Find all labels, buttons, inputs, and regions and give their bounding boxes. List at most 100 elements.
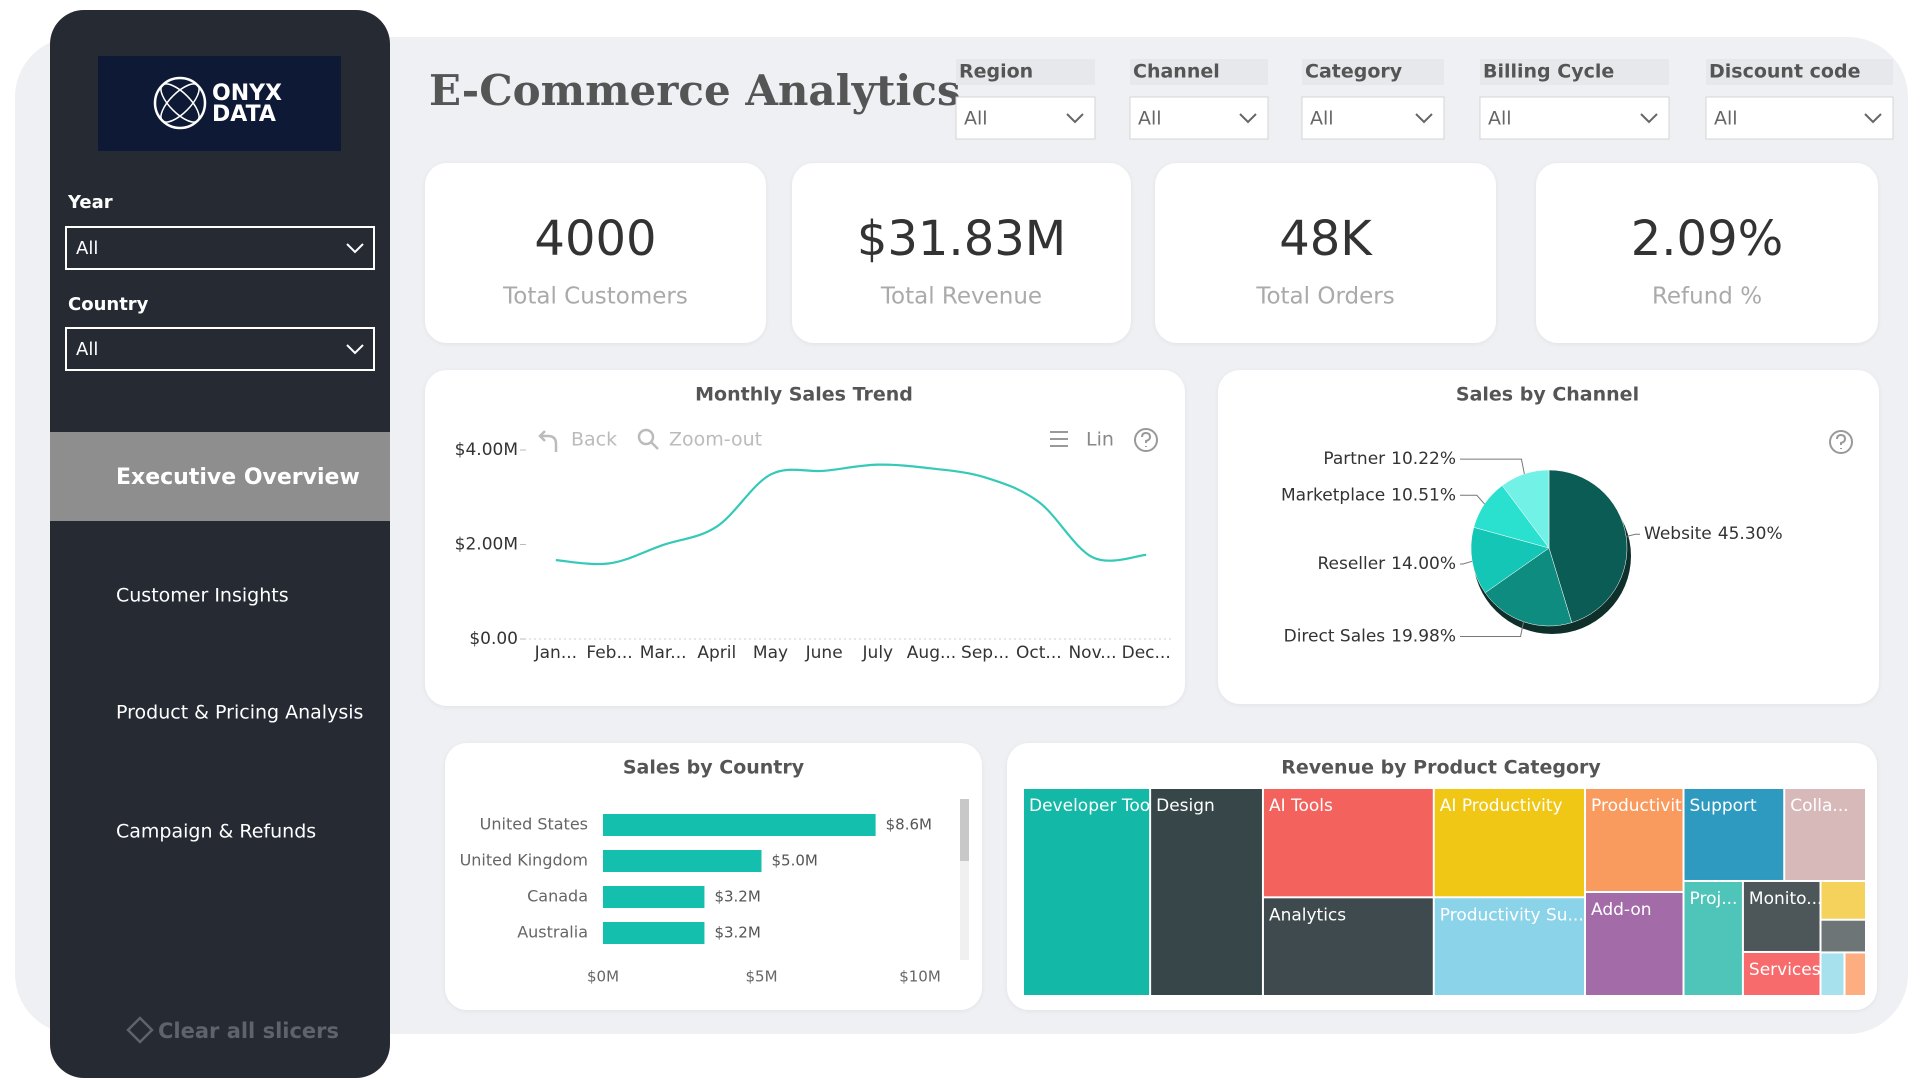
filter-label-bg <box>956 59 1095 85</box>
chart-title: Monthly Sales Trend <box>695 384 913 406</box>
toolbar-button[interactable]: Lin <box>1086 429 1114 451</box>
x-tick-label: Aug... <box>907 643 956 663</box>
slice-name: Partner <box>1323 449 1385 469</box>
kpi-card <box>1536 163 1878 343</box>
slice-name: Reseller <box>1317 554 1385 574</box>
treemap-cell <box>1821 920 1865 952</box>
toolbar-button[interactable]: Back <box>571 429 617 451</box>
back-icon[interactable] <box>538 430 558 452</box>
logo-icon <box>160 83 200 123</box>
filter-value[interactable]: All <box>1138 108 1162 130</box>
treemap-cell <box>1434 789 1584 897</box>
y-tick-label: $2.00M <box>455 535 518 555</box>
pie-slice <box>1484 547 1573 627</box>
y-tick-label: United Kingdom <box>460 851 588 870</box>
list-icon[interactable] <box>1050 431 1068 447</box>
bar <box>603 886 705 908</box>
x-tick-label: Oct... <box>1016 643 1062 663</box>
kpi-label: Total Revenue <box>880 284 1042 310</box>
slice-label: Direct Sales 19.98% <box>1284 626 1456 646</box>
chevron <box>1640 113 1658 124</box>
treemap-cell <box>1151 789 1262 995</box>
treemap-cell <box>1743 881 1820 951</box>
chevron <box>1864 113 1882 124</box>
filter-dropdown[interactable] <box>1129 96 1269 140</box>
toolbar-button[interactable]: Zoom-out <box>669 429 762 451</box>
logo-text: DATA <box>212 102 276 127</box>
slice-value: 10.22% <box>1391 449 1456 469</box>
nav-item[interactable]: Customer Insights <box>116 585 289 607</box>
treemap-label: Developer Tools <box>1029 796 1164 816</box>
x-tick-label: Jan... <box>534 643 577 663</box>
nav-item[interactable]: Campaign & Refunds <box>116 821 316 843</box>
slice-value: 45.30% <box>1718 524 1783 544</box>
treemap-label: Analytics <box>1269 905 1346 925</box>
filter-label-bg <box>1302 59 1444 85</box>
chart-title: Sales by Channel <box>1456 384 1639 406</box>
chevron <box>1066 113 1084 124</box>
x-tick-label: May <box>753 643 788 663</box>
logo-icon <box>153 76 207 130</box>
treemap-cell <box>1684 881 1742 995</box>
kpi-label: Total Orders <box>1255 284 1394 310</box>
slice-label: Website 45.30% <box>1644 524 1783 544</box>
x-tick-label: Feb... <box>586 643 632 663</box>
pie-slice <box>1548 469 1628 623</box>
slicer-dropdown[interactable] <box>65 226 375 270</box>
treemap-label: AI Tools <box>1269 796 1333 816</box>
scrollbar-thumb[interactable] <box>960 799 969 861</box>
kpi-value: 2.09% <box>1631 211 1783 267</box>
nav-item[interactable]: Product & Pricing Analysis <box>116 702 363 724</box>
nav-item[interactable]: Executive Overview <box>116 465 360 490</box>
slicer-value[interactable]: All <box>76 339 98 360</box>
x-tick-label: $5M <box>745 968 777 986</box>
help-icon[interactable] <box>1829 430 1853 454</box>
chart-card <box>445 743 982 1010</box>
treemap-label: AI Productivity <box>1440 796 1563 816</box>
treemap-cell <box>1263 789 1433 897</box>
filter-value[interactable]: All <box>1488 108 1512 130</box>
clear-button[interactable]: Clear all slicers <box>158 1019 339 1043</box>
clear-icon <box>126 1016 154 1044</box>
treemap-cell <box>1586 893 1683 995</box>
slice-value: 10.51% <box>1391 485 1456 505</box>
bar <box>603 850 762 872</box>
treemap-cell <box>1263 898 1433 995</box>
treemap-label: Add-on <box>1591 900 1652 920</box>
treemap-cell <box>1821 881 1865 919</box>
y-tick-label: $4.00M <box>455 440 518 460</box>
leader-line <box>1460 494 1485 505</box>
help-icon[interactable] <box>1134 428 1158 452</box>
slicer-value[interactable]: All <box>76 238 98 259</box>
filter-value[interactable]: All <box>1310 108 1334 130</box>
treemap-label: Design <box>1156 796 1215 816</box>
chevron <box>1239 113 1257 124</box>
filter-label: Billing Cycle <box>1483 61 1614 83</box>
filter-label-bg <box>1130 59 1268 85</box>
filter-value[interactable]: All <box>1714 108 1738 130</box>
kpi-card <box>792 163 1131 343</box>
help-icon-mark <box>1141 431 1152 447</box>
kpi-value: 4000 <box>534 211 656 267</box>
filter-value[interactable]: All <box>964 108 988 130</box>
bar-value-label: $3.2M <box>714 924 760 942</box>
treemap-cell <box>1586 789 1683 891</box>
treemap-label: Proj... <box>1690 889 1738 909</box>
zoom-icon-handle <box>650 441 659 450</box>
zoom-icon[interactable] <box>637 428 655 446</box>
slice-label: Reseller 14.00% <box>1317 554 1456 574</box>
pie-slice <box>1501 469 1550 549</box>
treemap-cell <box>1785 789 1865 880</box>
treemap-cell <box>1024 789 1150 995</box>
treemap-cell <box>1743 952 1820 995</box>
filter-dropdown[interactable] <box>1705 96 1894 140</box>
treemap-label: Support <box>1690 796 1758 816</box>
filter-label-bg <box>1706 59 1893 85</box>
leader-line <box>1626 533 1640 537</box>
treemap-cell <box>1845 953 1865 995</box>
slicer-dropdown[interactable] <box>65 327 375 371</box>
filter-dropdown[interactable] <box>1479 96 1670 140</box>
slicer-label: Year <box>67 192 113 213</box>
scrollbar-track <box>960 799 969 960</box>
